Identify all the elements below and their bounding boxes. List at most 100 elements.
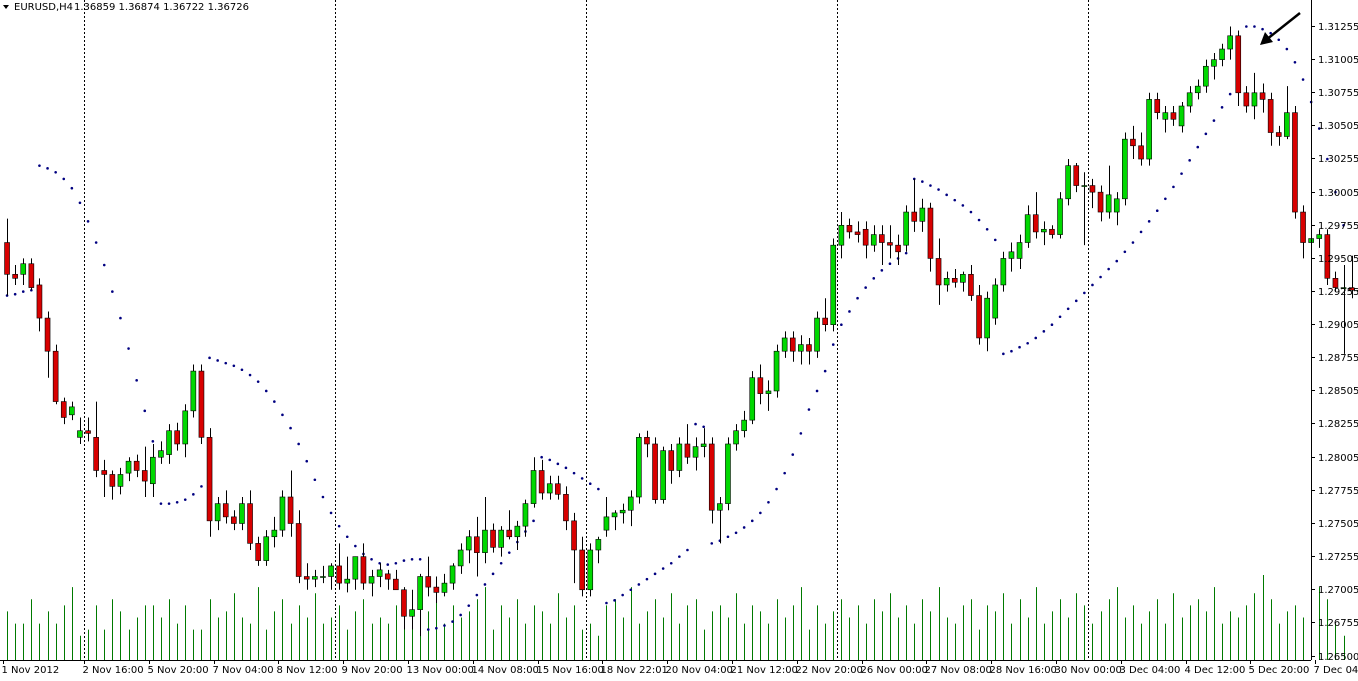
candle (627, 490, 634, 527)
candle (806, 337, 812, 365)
candle-body-bull (352, 556, 359, 580)
candle (368, 569, 375, 597)
sar-dot (175, 500, 179, 504)
candle-body-bear (538, 470, 545, 494)
candle-body-bull (798, 344, 804, 352)
sar-dot (248, 373, 252, 377)
candle (1275, 125, 1282, 146)
candle-body-bear (401, 589, 407, 617)
candle-body-bear (644, 437, 650, 445)
candle-series (4, 26, 1358, 637)
candle (125, 457, 132, 482)
price-tick-label: 1.28755 (1318, 353, 1358, 364)
candle (1348, 255, 1355, 299)
candle-body-bear (1348, 287, 1355, 291)
sar-dot (70, 186, 74, 190)
candle (1259, 83, 1266, 113)
price-tick-label: 1.28005 (1318, 453, 1358, 464)
time-tick-label: 26 Nov 00:00 (861, 665, 928, 676)
candle-body-bear (895, 244, 901, 253)
sar-dot (38, 164, 41, 167)
sar-dot (46, 167, 49, 170)
candle (862, 221, 869, 259)
sar-dot (572, 471, 576, 475)
time-tick-label: 3 Dec 04:00 (1120, 665, 1181, 676)
sar-dot (937, 188, 940, 191)
sar-dot (426, 628, 430, 631)
sar-dot (961, 204, 965, 207)
sar-dot (929, 184, 932, 187)
candle (668, 443, 675, 484)
candle-body-bull (69, 406, 75, 416)
sar-dot (135, 379, 138, 382)
candle (579, 536, 585, 597)
candle (684, 424, 691, 464)
sar-dot (661, 567, 665, 570)
candle (571, 512, 577, 584)
candle (93, 401, 99, 478)
sar-dot (62, 177, 66, 181)
candle (960, 271, 966, 292)
candle-body-bear (393, 578, 399, 591)
sar-dot (183, 498, 187, 501)
candle (1186, 86, 1193, 113)
candle (401, 587, 407, 630)
sar-dot (1196, 145, 1200, 149)
candle-body-bull (1024, 214, 1031, 243)
candle (814, 311, 820, 358)
sar-dot (807, 408, 811, 411)
candle-body-bull (125, 460, 132, 474)
candle (749, 371, 756, 425)
candle-body-bear (1073, 165, 1080, 186)
candle-body-bull (725, 443, 731, 504)
candle (490, 523, 496, 553)
candle (376, 563, 383, 588)
candle (870, 225, 877, 252)
sar-dot (224, 361, 228, 365)
candle (1235, 30, 1242, 107)
candle (384, 569, 391, 590)
candle (652, 437, 658, 504)
price-tick-label: 1.29005 (1318, 320, 1358, 331)
sar-dot (394, 561, 398, 565)
sar-dot (532, 519, 535, 523)
candle (1130, 125, 1136, 160)
candle-body-bull (190, 370, 197, 412)
candle-body-bear (303, 576, 310, 580)
sar-dot (483, 583, 487, 586)
candle-body-bull (1316, 234, 1323, 239)
candle (984, 291, 990, 352)
sar-dot (734, 531, 738, 535)
candle-body-bear (1235, 35, 1242, 94)
time-tick-label: 21 Nov 12:00 (731, 665, 798, 676)
candle (222, 490, 229, 524)
candle-body-bull (1251, 92, 1258, 107)
sar-dot (216, 359, 219, 362)
sar-dot (767, 500, 770, 504)
candle-body-bull (368, 576, 375, 584)
candle-body-bull (619, 509, 626, 514)
sar-dot (1107, 267, 1110, 271)
sar-dot (1115, 259, 1119, 263)
candle-body-bull (1065, 165, 1071, 200)
candle (482, 496, 488, 564)
candle (1292, 106, 1298, 219)
triangle-down-icon[interactable] (3, 5, 9, 9)
candle (1016, 234, 1023, 270)
sar-dot (750, 519, 754, 523)
sar-dot (1261, 27, 1264, 31)
candle (514, 520, 521, 550)
candle-body-bull (1122, 138, 1128, 200)
candle (279, 490, 286, 537)
candle-body-bull (522, 503, 529, 527)
candle (765, 380, 772, 411)
candle-body-bear (1170, 112, 1177, 120)
candle-body-bull (960, 274, 966, 283)
sar-dot (823, 369, 827, 373)
candle (28, 258, 35, 291)
candle (344, 556, 351, 593)
sar-dot (94, 241, 98, 244)
candle-body-bear (295, 523, 302, 577)
candle-body-bear (133, 460, 140, 471)
